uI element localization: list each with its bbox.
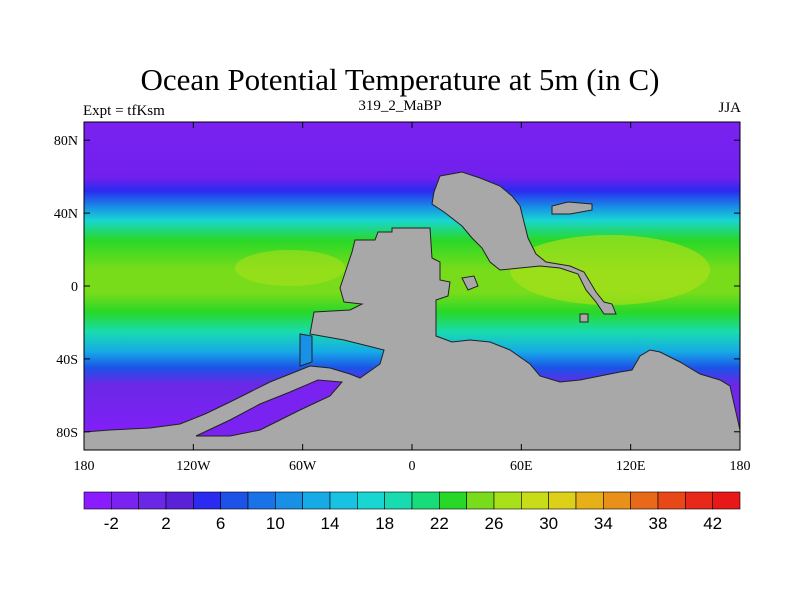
latitude-axis: 80N 40N 0 40S 80S xyxy=(54,134,740,441)
lat-tick-label: 40N xyxy=(54,207,78,222)
lat-tick-label: 40S xyxy=(56,353,78,368)
land-island-north xyxy=(551,201,593,215)
land-africa-america xyxy=(84,227,740,450)
longitude-axis: 180 120W 60W 0 60E 120E 180 xyxy=(74,122,751,474)
colorbar-label: 10 xyxy=(266,514,285,533)
land-island-small xyxy=(579,313,589,323)
warm-pool-east xyxy=(510,235,710,305)
colorbar-swatch xyxy=(630,491,659,510)
lon-tick-label: 120E xyxy=(616,459,646,474)
southern-inlet xyxy=(195,379,344,437)
season-label: JJA xyxy=(718,100,741,116)
colorbar: -2 2 6 10 14 18 22 26 30 34 38 42 xyxy=(83,491,741,533)
west-channel xyxy=(299,333,313,367)
land-eurasia xyxy=(431,171,617,315)
lon-tick-label: 60W xyxy=(289,459,317,474)
colorbar-swatch xyxy=(165,491,194,510)
colorbar-swatch xyxy=(712,491,741,510)
colorbar-swatch xyxy=(138,491,167,510)
colorbar-swatch xyxy=(302,491,331,510)
colorbar-swatch xyxy=(685,491,713,510)
colorbar-swatch xyxy=(193,491,221,510)
colorbar-swatch xyxy=(466,491,495,510)
colorbar-label: 14 xyxy=(321,514,340,533)
period-label: 319_2_MaBP xyxy=(358,98,442,114)
experiment-label: Expt = tfKsm xyxy=(83,103,165,119)
colorbar-swatch xyxy=(575,491,604,510)
colorbar-swatch xyxy=(384,491,413,510)
colorbar-swatch xyxy=(439,491,467,510)
lat-tick-label: 80N xyxy=(54,134,78,149)
lon-tick-label: 0 xyxy=(409,459,416,474)
colorbar-swatch xyxy=(357,491,385,510)
colorbar-swatch xyxy=(657,491,686,510)
colorbar-label: 6 xyxy=(216,514,225,533)
lat-tick-label: 0 xyxy=(71,280,78,295)
colorbar-swatch xyxy=(83,491,112,510)
colorbar-swatch xyxy=(329,491,358,510)
colorbar-label: 22 xyxy=(430,514,449,533)
colorbar-label: 38 xyxy=(649,514,668,533)
lon-tick-label: 120W xyxy=(176,459,211,474)
colorbar-label: 34 xyxy=(594,514,613,533)
colorbar-label: 26 xyxy=(485,514,504,533)
colorbar-label: 18 xyxy=(375,514,394,533)
colorbar-label: -2 xyxy=(104,514,119,533)
lon-tick-label: 180 xyxy=(730,459,751,474)
colorbar-swatch xyxy=(493,491,522,510)
colorbar-swatch xyxy=(603,491,631,510)
colorbar-swatch xyxy=(521,491,549,510)
lon-tick-label: 60E xyxy=(510,459,533,474)
land-peninsula xyxy=(461,275,479,291)
colorbar-label: 30 xyxy=(539,514,558,533)
colorbar-swatch xyxy=(548,491,577,510)
colorbar-swatch xyxy=(220,491,249,510)
warm-pool-west xyxy=(235,250,345,286)
colorbar-swatch xyxy=(247,491,276,510)
colorbar-swatch xyxy=(275,491,303,510)
colorbar-swatch xyxy=(111,491,139,510)
land-masses xyxy=(84,171,740,450)
colorbar-label: 42 xyxy=(703,514,722,533)
colorbar-label: 2 xyxy=(161,514,170,533)
colorbar-swatch xyxy=(411,491,440,510)
map-title: Ocean Potential Temperature at 5m (in C) xyxy=(140,62,660,97)
lat-tick-label: 80S xyxy=(56,426,78,441)
lon-tick-label: 180 xyxy=(74,459,95,474)
